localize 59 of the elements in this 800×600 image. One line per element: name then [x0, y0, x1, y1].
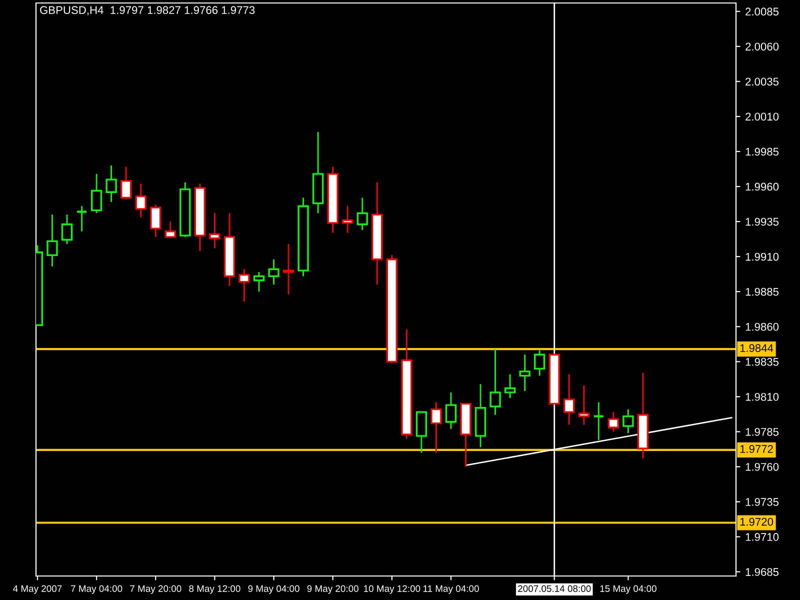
- y-tick-label: 2.0035: [746, 78, 779, 86]
- candlestick: [150, 204, 162, 238]
- x-tick-label: 10 May 12:00: [364, 585, 420, 594]
- candlestick: [46, 214, 58, 268]
- y-tick-label: 1.9760: [746, 462, 779, 471]
- candlestick: [564, 374, 575, 426]
- ref-line-label: 1.9844: [740, 344, 774, 352]
- y-tick-label: 2.0060: [746, 42, 779, 51]
- y-tick-label: 2.0085: [746, 8, 779, 16]
- y-tick-label: 1.9785: [746, 428, 779, 436]
- y-tick-label: 1.9810: [746, 392, 779, 401]
- x-tick-label: 15 May 04:00: [600, 585, 656, 594]
- candlestick: [268, 258, 280, 286]
- chart-title: GBPUSD,H4 1.9797 1.9827 1.9766 1.9773: [40, 6, 255, 16]
- candlestick: [622, 408, 634, 434]
- x-tick-label: 2007.05.14 08:00: [518, 585, 591, 592]
- y-tick-label: 1.9985: [746, 148, 779, 156]
- candlestick: [253, 271, 265, 292]
- candlestick: [445, 392, 457, 430]
- x-tick-label: 9 May 04:00: [248, 585, 300, 594]
- y-tick-label: 2.0010: [746, 112, 779, 121]
- candlestick: [120, 166, 132, 200]
- ref-line-label: 1.9772: [740, 445, 773, 453]
- y-tick-label: 1.9735: [746, 498, 779, 506]
- candlestick: [342, 205, 354, 234]
- candlestick: [282, 243, 294, 296]
- y-tick-label: 1.9935: [746, 218, 779, 226]
- y-tick-label: 1.9710: [746, 533, 779, 541]
- candlestick: [592, 402, 604, 441]
- y-tick-label: 1.9910: [746, 252, 779, 261]
- candlestick: [135, 183, 146, 218]
- x-tick-label: 11 May 04:00: [423, 585, 479, 594]
- candlestick: [164, 220, 176, 238]
- candlestick: [61, 214, 73, 245]
- candlestick: [90, 173, 102, 214]
- candlestick: [608, 411, 619, 432]
- candlestick: [106, 164, 117, 203]
- candlestick: [238, 268, 250, 302]
- candlestick: [430, 402, 442, 454]
- ref-line-label: 1.9720: [740, 518, 774, 526]
- x-tick-label: 9 May 20:00: [307, 585, 358, 594]
- x-tick-label: 7 May 04:00: [71, 585, 122, 594]
- candlestick: [490, 348, 501, 416]
- y-tick-label: 1.9885: [746, 288, 779, 296]
- y-tick-label: 1.9685: [746, 568, 779, 576]
- candlestick: [578, 384, 590, 426]
- candlestick: [76, 205, 88, 232]
- x-tick-label: 8 May 12:00: [189, 585, 240, 594]
- x-tick-label: 4 May 2007: [13, 585, 62, 594]
- candlestick: [356, 197, 368, 231]
- candlestick: [504, 374, 516, 399]
- y-tick-label: 1.9960: [746, 182, 779, 191]
- x-tick-label: 7 May 20:00: [130, 585, 182, 594]
- y-tick-label: 1.9835: [746, 358, 779, 366]
- y-tick-label: 1.9860: [746, 322, 779, 331]
- candlestick: [209, 212, 220, 249]
- candlestick: [416, 411, 428, 454]
- candlestick: [534, 350, 546, 376]
- candlestick: [519, 354, 530, 392]
